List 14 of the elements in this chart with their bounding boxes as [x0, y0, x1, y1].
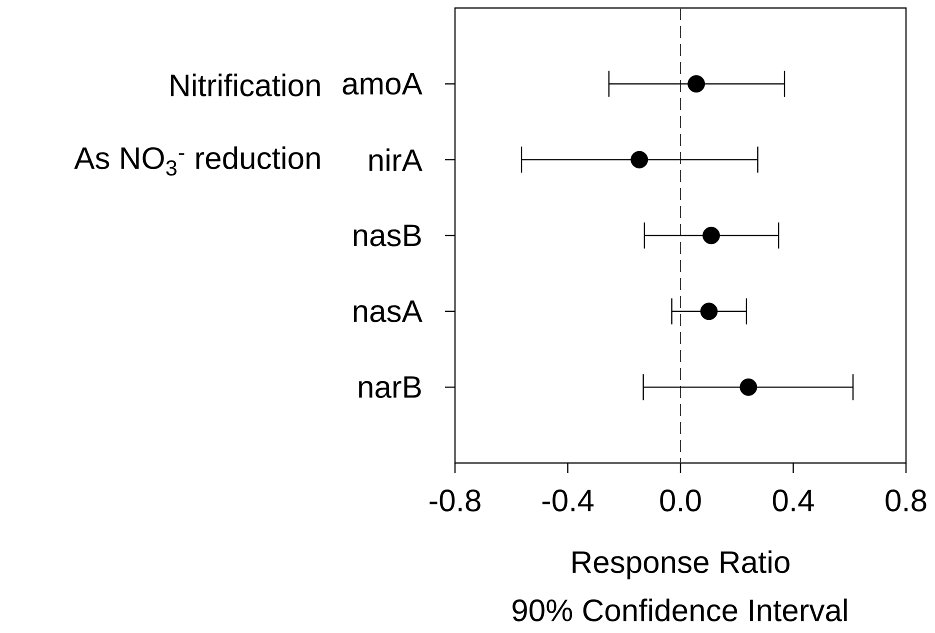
x-tick-label: 0.0: [660, 490, 701, 512]
y-tick-label: amoA: [342, 73, 422, 95]
y-tick-label: nasA: [354, 300, 422, 322]
text: Nitrification: [171, 74, 320, 96]
x-tick-label: -0.8: [430, 490, 480, 512]
y-tick-label: nirA: [369, 148, 422, 171]
text: 90% Confidence Interval: [512, 598, 847, 622]
x-tick-label: 0.4: [772, 490, 814, 512]
text: As NO$_{3}$$^{-}$ reduction: [74, 146, 320, 176]
x-tick-label: -0.4: [542, 490, 594, 512]
y-tick-label: nasB: [354, 224, 421, 246]
x-axis-title: Response Ratio: [572, 550, 790, 580]
y-tick-label: narB: [359, 376, 421, 398]
x-tick-label: 0.8: [886, 490, 926, 512]
